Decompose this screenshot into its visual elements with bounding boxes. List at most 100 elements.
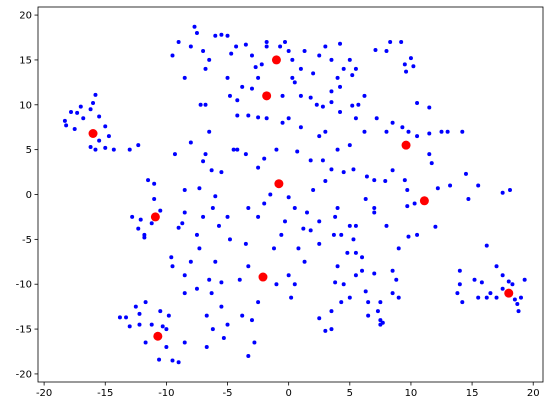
point bbox=[243, 42, 248, 47]
point bbox=[427, 152, 432, 157]
point bbox=[439, 129, 444, 134]
point bbox=[329, 327, 334, 332]
point bbox=[227, 93, 232, 98]
point bbox=[235, 98, 240, 103]
point bbox=[339, 232, 344, 237]
point bbox=[243, 152, 248, 157]
point bbox=[345, 250, 350, 255]
point bbox=[390, 120, 395, 125]
point bbox=[97, 114, 102, 119]
point bbox=[188, 259, 193, 264]
point bbox=[152, 181, 157, 186]
point bbox=[301, 226, 306, 231]
point bbox=[500, 190, 505, 195]
point bbox=[375, 309, 380, 314]
point bbox=[329, 100, 334, 105]
point bbox=[170, 264, 175, 269]
point bbox=[262, 156, 267, 161]
point bbox=[494, 295, 499, 300]
point bbox=[298, 66, 303, 71]
point bbox=[338, 41, 343, 46]
point bbox=[353, 273, 358, 278]
point bbox=[234, 44, 239, 49]
point bbox=[176, 225, 181, 230]
point bbox=[213, 194, 218, 199]
point bbox=[274, 147, 279, 152]
point bbox=[401, 140, 411, 150]
point bbox=[351, 167, 356, 172]
point bbox=[182, 291, 187, 296]
point bbox=[216, 223, 221, 228]
point bbox=[360, 268, 365, 273]
point bbox=[256, 214, 261, 219]
point bbox=[512, 297, 517, 302]
point bbox=[203, 102, 208, 107]
point bbox=[507, 188, 512, 193]
point bbox=[88, 144, 93, 149]
point bbox=[378, 300, 383, 305]
point bbox=[249, 86, 254, 91]
x-tick-label: 10 bbox=[405, 388, 418, 399]
point bbox=[308, 95, 313, 100]
point bbox=[415, 232, 420, 237]
point bbox=[378, 318, 383, 323]
point bbox=[219, 304, 224, 309]
point bbox=[243, 241, 248, 246]
point bbox=[396, 246, 401, 251]
y-tick-label: 5 bbox=[26, 145, 32, 156]
point bbox=[427, 105, 432, 110]
point bbox=[240, 84, 245, 89]
point bbox=[106, 134, 111, 139]
point bbox=[225, 33, 230, 38]
point bbox=[136, 143, 141, 148]
point bbox=[415, 100, 420, 105]
point bbox=[253, 65, 258, 70]
point bbox=[188, 44, 193, 49]
point bbox=[372, 271, 377, 276]
point bbox=[292, 282, 297, 287]
point bbox=[152, 196, 157, 201]
point bbox=[237, 277, 242, 282]
point bbox=[510, 282, 515, 287]
point bbox=[399, 39, 404, 44]
point bbox=[333, 280, 338, 285]
point bbox=[338, 84, 343, 89]
point bbox=[406, 234, 411, 239]
point bbox=[182, 340, 187, 345]
point bbox=[494, 264, 499, 269]
point bbox=[353, 250, 358, 255]
point bbox=[320, 158, 325, 163]
point bbox=[317, 219, 322, 224]
point bbox=[280, 120, 285, 125]
point bbox=[137, 322, 142, 327]
point bbox=[305, 210, 310, 215]
point bbox=[314, 102, 319, 107]
point bbox=[103, 124, 108, 129]
point bbox=[88, 107, 93, 112]
point bbox=[213, 259, 218, 264]
point bbox=[136, 226, 141, 231]
point bbox=[286, 116, 291, 121]
point bbox=[402, 62, 407, 67]
point bbox=[302, 48, 307, 53]
point bbox=[150, 212, 160, 222]
point bbox=[170, 358, 175, 363]
point bbox=[203, 152, 208, 157]
point bbox=[476, 295, 481, 300]
point bbox=[252, 340, 257, 345]
point bbox=[164, 327, 169, 332]
point bbox=[363, 196, 368, 201]
point bbox=[69, 109, 74, 114]
point bbox=[341, 66, 346, 71]
point bbox=[256, 165, 261, 170]
point bbox=[372, 205, 377, 210]
point bbox=[127, 324, 132, 329]
point bbox=[329, 57, 334, 62]
point bbox=[142, 235, 147, 240]
point bbox=[158, 309, 163, 314]
point bbox=[388, 39, 393, 44]
point bbox=[372, 210, 377, 215]
point bbox=[72, 127, 77, 132]
point bbox=[209, 168, 214, 173]
y-tick-label: -10 bbox=[16, 280, 32, 291]
